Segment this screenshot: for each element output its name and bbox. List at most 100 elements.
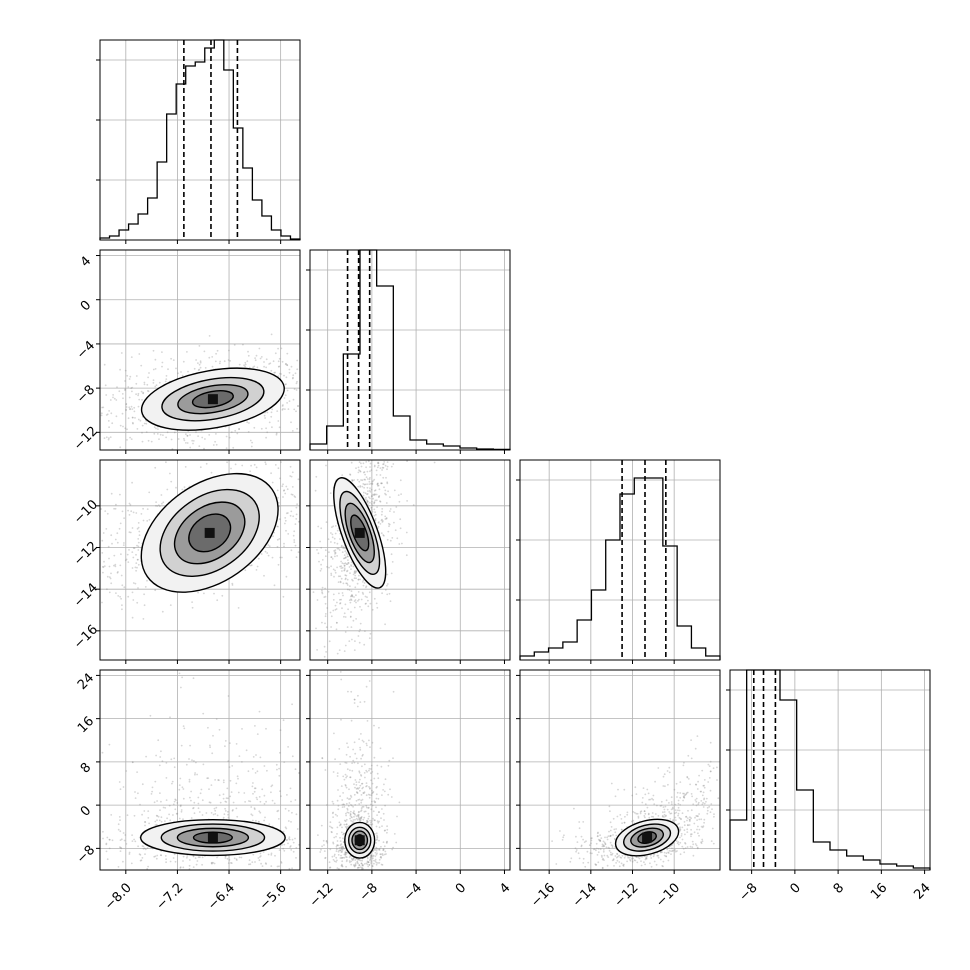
scatter-p2-p3-point [386, 481, 389, 484]
scatter-p1-p4-point [160, 800, 162, 803]
scatter-p1-p4-point [249, 863, 252, 866]
scatter-p3-p4-point [689, 816, 691, 819]
scatter-p1-p2-point [107, 438, 110, 441]
scatter-p1-p2-point [104, 384, 107, 387]
scatter-p2-p3-point [380, 513, 383, 516]
scatter-p1-p4-point [196, 773, 199, 776]
scatter-p1-p2-point [133, 406, 136, 409]
scatter-p2-p3-point [345, 574, 348, 577]
scatter-p2-p3-point [349, 473, 351, 476]
scatter-p1-p4-point [278, 774, 281, 777]
scatter-p1-p2-point [238, 428, 241, 431]
scatter-p1-p3-point [137, 558, 139, 561]
scatter-p3-p4-point [701, 840, 704, 843]
scatter-p2-p3-point [321, 589, 323, 592]
scatter-p1-p2-point [295, 382, 298, 385]
scatter-p2-p3-point [344, 574, 347, 576]
scatter-p1-p4-point [179, 805, 182, 808]
scatter-p1-p2-point [186, 442, 189, 444]
scatter-p2-p4-point [365, 806, 368, 809]
scatter-p2-p4-point [363, 791, 366, 794]
scatter-p3-p4-point [677, 809, 679, 812]
scatter-p2-p4-point [351, 859, 354, 862]
scatter-p3-p4-point [689, 833, 692, 836]
scatter-p3-p4-point [688, 818, 691, 821]
scatter-p1-p4-point [277, 809, 280, 812]
scatter-p1-p2-point [274, 352, 277, 355]
scatter-p3-p4-point [709, 811, 712, 814]
scatter-p2-p4-point [343, 853, 346, 856]
scatter-p3-p4-point [697, 780, 699, 783]
scatter-p2-p3-point [370, 469, 373, 471]
scatter-p1-p4-point [166, 817, 169, 820]
scatter-p3-p4-point [605, 846, 608, 849]
scatter-p3-p4-point [607, 846, 610, 849]
scatter-p1-p4-point [253, 808, 256, 811]
scatter-p1-p4-point [236, 815, 239, 818]
scatter-p1-p2-point [296, 359, 299, 362]
scatter-p2-p3-point [386, 461, 389, 463]
scatter-p2-p4-point [345, 753, 348, 756]
scatter-p1-p3-point [146, 579, 148, 582]
scatter-p3-p4-point [616, 855, 619, 858]
scatter-p1-p4-point [192, 807, 194, 810]
scatter-p1-p3-point [268, 545, 271, 548]
scatter-p1-p4-point [193, 801, 196, 804]
scatter-p2-p3-point [352, 579, 354, 582]
scatter-p2-p3-point [397, 494, 400, 496]
scatter-p1-p4-point [139, 803, 141, 806]
scatter-p1-p4-point [277, 818, 280, 820]
scatter-p1-p2-point [270, 415, 273, 418]
scatter-p2-p3-point [353, 606, 356, 609]
scatter-p2-p3-point [348, 640, 351, 642]
scatter-p2-p3-point [377, 461, 379, 464]
scatter-p2-p4-point [330, 831, 333, 833]
scatter-p3-p4-point [679, 841, 682, 844]
scatter-p3-p4-point [637, 815, 640, 818]
scatter-p3-p4-point [696, 819, 698, 821]
scatter-p2-p3-point [343, 557, 346, 560]
scatter-p2-p3-point [406, 500, 408, 502]
scatter-p2-p3-point [368, 489, 371, 492]
scatter-p2-p4-point [371, 782, 374, 785]
scatter-p2-p3-point [326, 607, 329, 609]
scatter-p1-p4-point [238, 755, 241, 757]
scatter-p2-p4-point [342, 833, 344, 836]
scatter-p3-p4-point [599, 834, 601, 837]
scatter-p1-p2-ytick-label-1: 0 [78, 298, 94, 314]
scatter-p1-p2-point [270, 411, 273, 414]
scatter-p2-p3-point [325, 521, 328, 523]
scatter-p2-p3-point [356, 478, 359, 481]
scatter-p2-p4-point [366, 860, 369, 863]
scatter-p1-p4-point [295, 857, 297, 859]
scatter-p1-p4-point [275, 763, 278, 766]
scatter-p3-p4-point [635, 793, 638, 795]
scatter-p1-p3-point [165, 461, 167, 464]
scatter-p1-p2-point [135, 382, 138, 385]
scatter-p2-p4-point [356, 867, 359, 869]
scatter-p3-p4-point [644, 863, 646, 866]
scatter-p1-p3-point [102, 565, 104, 568]
scatter-p2-p4-point [344, 773, 347, 776]
scatter-p1-p4-point [222, 793, 225, 796]
scatter-p1-p3-point [116, 532, 119, 535]
scatter-p1-p3-point [295, 506, 298, 509]
scatter-p3-p4-point [631, 820, 633, 823]
scatter-p2-p4-point [337, 808, 340, 811]
scatter-p1-p3-point [113, 564, 115, 567]
scatter-p1-p2-point [244, 365, 247, 368]
scatter-p1-p2-point [124, 388, 127, 391]
scatter-p2-p3-point [353, 570, 356, 573]
scatter-p1-p4-point [292, 841, 295, 844]
scatter-p3-p4-point [609, 821, 612, 824]
scatter-p1-p3-point [263, 574, 265, 577]
scatter-p3-p4-point [601, 858, 604, 861]
scatter-p1-p4-point [224, 807, 227, 810]
scatter-p1-p4-point [226, 857, 229, 860]
scatter-p3-p4-point [644, 812, 647, 815]
scatter-p2-p3-point [321, 621, 323, 624]
scatter-p2-p4-point [366, 821, 369, 824]
scatter-p1-p3-point [250, 464, 253, 467]
scatter-p2-p4-point [335, 848, 338, 851]
